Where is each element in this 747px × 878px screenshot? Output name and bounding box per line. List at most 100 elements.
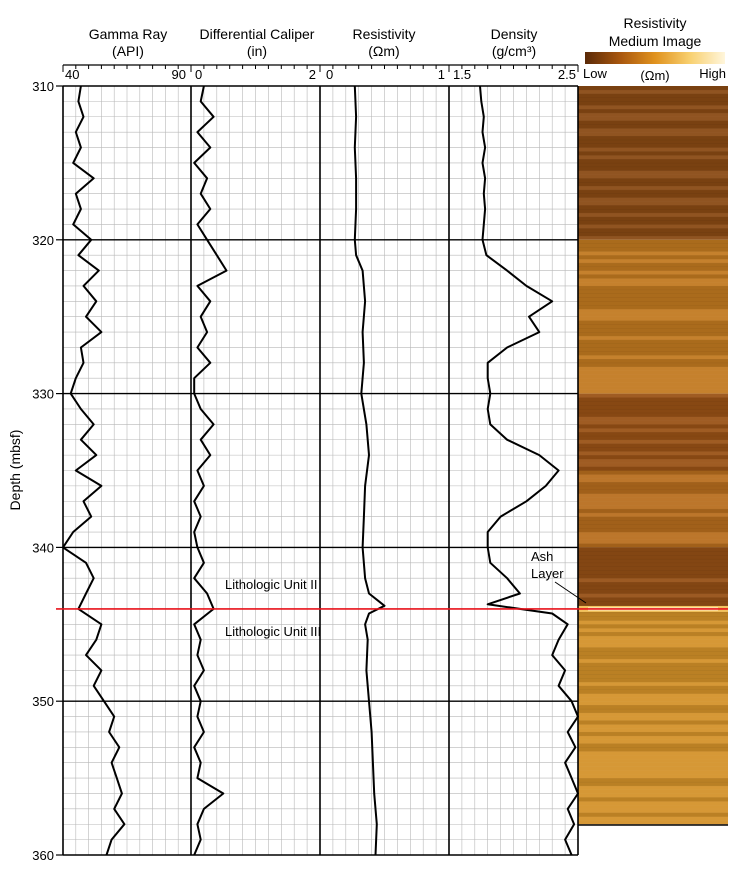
image-texture	[578, 616, 728, 621]
image-texture	[578, 182, 728, 187]
image-texture	[578, 482, 728, 487]
image-texture	[578, 393, 728, 398]
image-texture	[578, 801, 728, 806]
image-texture	[578, 705, 728, 710]
image-texture	[578, 678, 728, 683]
image-texture	[578, 558, 728, 564]
image-texture	[578, 743, 728, 748]
image-texture	[578, 651, 728, 656]
image-texture	[578, 278, 728, 283]
image-texture	[578, 216, 728, 221]
image-texture	[578, 808, 728, 814]
image-texture	[578, 232, 728, 237]
curve-resistivity	[353, 85, 386, 856]
image-texture	[578, 235, 728, 241]
image-texture	[578, 578, 728, 583]
image-band	[578, 608, 728, 825]
image-texture	[578, 639, 728, 644]
image-texture	[578, 755, 728, 760]
image-texture	[578, 655, 728, 660]
track-unit-resistivity: (Ωm)	[368, 43, 399, 59]
image-texture	[578, 466, 728, 471]
image-texture	[578, 128, 728, 133]
image-texture	[578, 143, 728, 148]
image-texture	[578, 593, 728, 598]
image-texture	[578, 285, 728, 291]
image-texture	[578, 739, 728, 744]
resistivity-image	[578, 86, 728, 826]
image-texture	[578, 266, 728, 271]
image-texture	[578, 712, 728, 717]
image-texture	[578, 781, 728, 787]
image-texture	[578, 547, 728, 552]
image-texture	[578, 439, 728, 444]
image-texture	[578, 355, 728, 360]
image-texture	[578, 597, 728, 602]
image-band	[578, 239, 728, 394]
tick-gamma-max: 90	[172, 67, 186, 82]
depth-axis-label: Depth (mbsf)	[7, 430, 23, 511]
image-texture	[578, 762, 728, 767]
image-texture	[578, 351, 728, 356]
lithologic-unit-iii-label: Lithologic Unit III	[225, 624, 321, 639]
image-texture	[578, 689, 728, 694]
image-texture	[578, 324, 728, 329]
image-texture	[578, 132, 728, 137]
image-texture	[578, 366, 728, 371]
image-texture	[578, 516, 728, 521]
image-texture	[578, 316, 728, 321]
image-texture	[578, 512, 728, 517]
image-texture	[578, 312, 728, 317]
image-texture	[578, 347, 728, 352]
image-texture	[578, 228, 728, 233]
image-texture	[578, 243, 728, 248]
depth-tick-label: 360	[32, 848, 54, 863]
image-texture	[578, 601, 728, 606]
image-texture	[578, 135, 728, 141]
image-texture	[578, 635, 728, 640]
image-texture	[578, 385, 728, 391]
image-texture	[578, 770, 728, 775]
image-texture	[578, 358, 728, 364]
image-texture	[578, 751, 728, 756]
image-texture	[578, 362, 728, 367]
image-texture	[578, 293, 728, 298]
tick-caliper-max: 2	[309, 67, 316, 82]
image-texture	[578, 197, 728, 202]
image-texture	[578, 335, 728, 341]
image-texture	[578, 774, 728, 779]
track-title-density: Density	[491, 26, 538, 42]
image-texture	[578, 274, 728, 279]
image-texture	[578, 758, 728, 764]
image-title-line1: Resistivity	[623, 15, 686, 31]
image-texture	[578, 412, 728, 417]
image-texture	[578, 697, 728, 702]
image-band	[578, 547, 728, 609]
depth-ticks: 310 320 330 340 350 360	[32, 79, 63, 863]
image-texture	[578, 539, 728, 544]
track-title-caliper: Differential Caliper	[200, 26, 315, 42]
image-texture	[578, 320, 728, 325]
image-texture	[578, 670, 728, 675]
image-texture	[578, 447, 728, 452]
image-band	[578, 393, 728, 471]
image-texture	[578, 620, 728, 625]
image-texture	[578, 309, 728, 314]
image-texture	[578, 209, 728, 214]
image-bottom-edge	[578, 824, 728, 826]
ash-label-line2: Layer	[531, 566, 564, 581]
image-texture	[578, 462, 728, 467]
track-unit-caliper: (in)	[247, 43, 267, 59]
image-texture	[578, 766, 728, 771]
image-texture	[578, 262, 728, 268]
image-texture	[578, 666, 728, 671]
image-texture	[578, 297, 728, 302]
image-texture	[578, 747, 728, 752]
lithologic-unit-ii-label: Lithologic Unit II	[225, 577, 318, 592]
image-texture	[578, 166, 728, 171]
image-texture	[578, 458, 728, 464]
image-texture	[578, 662, 728, 667]
tick-density-min: 1.5	[453, 67, 471, 82]
ash-label-line1: Ash	[531, 549, 553, 564]
